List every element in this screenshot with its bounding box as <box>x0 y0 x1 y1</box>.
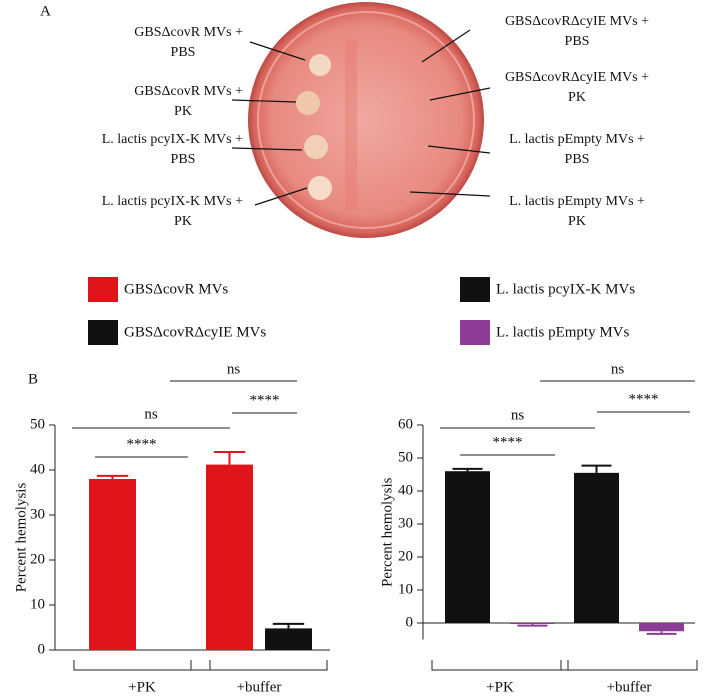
y-tick-label: 30 <box>398 515 413 531</box>
plate-label: L. lactis pcyIX-K MVs + <box>102 132 243 147</box>
y-tick-label: 60 <box>398 416 413 432</box>
bar <box>265 628 312 650</box>
y-tick-label: 20 <box>398 548 413 564</box>
significance-label: **** <box>250 392 280 408</box>
plate-label: PK <box>568 90 586 105</box>
group-bracket <box>560 660 698 671</box>
plate-label: PK <box>174 104 192 119</box>
y-tick-label: 0 <box>406 614 414 630</box>
legend-swatch <box>88 277 118 302</box>
group-bracket <box>73 660 211 671</box>
group-bracket <box>431 660 569 671</box>
legend-label: GBSΔcovRΔcyIE MVs <box>124 324 266 340</box>
y-tick-label: 10 <box>30 596 45 612</box>
legend-swatch <box>88 320 118 345</box>
legend-swatch <box>460 320 490 345</box>
legend-swatch <box>460 277 490 302</box>
y-tick-label: 40 <box>398 482 413 498</box>
bar <box>445 471 490 623</box>
y-tick-label: 30 <box>30 506 45 522</box>
x-tick-label: +buffer <box>237 679 282 695</box>
error-bar <box>96 474 129 479</box>
plate-label: PBS <box>565 152 590 167</box>
error-bar <box>213 451 246 465</box>
plate-label: GBSΔcovR MVs + <box>134 25 243 40</box>
legend-label: L. lactis pcyIX-K MVs <box>496 281 635 297</box>
significance-label: **** <box>493 434 523 450</box>
plate-leader-lines <box>231 29 491 206</box>
x-tick-label: +PK <box>486 679 514 695</box>
plate-label: GBSΔcovR MVs + <box>134 84 243 99</box>
bar <box>510 623 555 624</box>
bar <box>574 472 619 623</box>
group-bracket <box>190 660 328 671</box>
error-bar <box>452 467 483 472</box>
plate-label: PK <box>174 214 192 229</box>
y-tick-label: 50 <box>398 449 413 465</box>
plate-label: PBS <box>171 152 196 167</box>
legend-label: L. lactis pEmpty MVs <box>496 324 629 340</box>
legend-label: GBSΔcovR MVs <box>124 281 228 297</box>
significance-label: ns <box>227 361 241 377</box>
y-axis-label: Percent hemolysis <box>13 483 29 593</box>
significance-label: ns <box>611 361 625 377</box>
bar <box>206 464 253 650</box>
y-tick-label: 20 <box>30 551 45 567</box>
panel-label: A <box>40 3 51 19</box>
significance-label: ns <box>511 407 525 423</box>
y-axis-label: Percent hemolysis <box>379 477 395 587</box>
panel-label: B <box>28 371 38 387</box>
x-tick-label: +buffer <box>607 679 652 695</box>
significance-label: ns <box>144 406 158 422</box>
y-tick-label: 40 <box>30 461 45 477</box>
plate-label: PK <box>568 214 586 229</box>
error-bar <box>646 631 677 635</box>
error-bar <box>272 622 305 629</box>
y-tick-label: 0 <box>38 641 46 657</box>
significance-label: **** <box>629 391 659 407</box>
plate-label: GBSΔcovRΔcyIE MVs + <box>505 14 649 29</box>
plate-label: L. lactis pcyIX-K MVs + <box>102 194 243 209</box>
error-bar <box>581 464 612 473</box>
plate-label: PBS <box>565 34 590 49</box>
y-tick-label: 50 <box>30 416 45 432</box>
plate <box>248 2 484 238</box>
error-bar <box>517 623 548 627</box>
bar <box>639 623 684 632</box>
plate-label: GBSΔcovRΔcyIE MVs + <box>505 70 649 85</box>
plate-label: PBS <box>171 45 196 60</box>
bar <box>89 479 136 650</box>
significance-label: **** <box>127 436 157 452</box>
x-tick-label: +PK <box>128 679 156 695</box>
plate-label: L. lactis pEmpty MVs + <box>509 194 645 209</box>
y-tick-label: 10 <box>398 581 413 597</box>
plate-label: L. lactis pEmpty MVs + <box>509 132 645 147</box>
